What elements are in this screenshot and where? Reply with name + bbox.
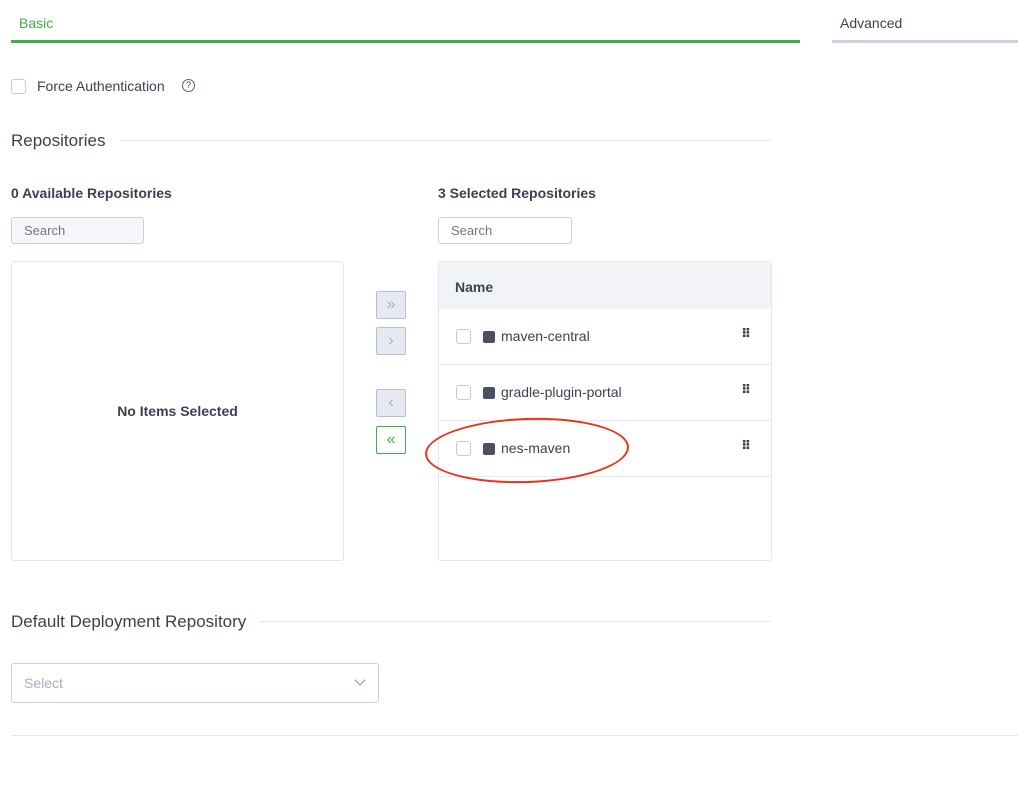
divider [11,735,1018,736]
help-circle-icon[interactable]: ? [182,79,195,92]
selected-list [438,261,772,561]
force-auth-label: Force Authentication [37,78,165,94]
chevron-left-icon: ‹ [388,394,394,411]
repo-name: maven-central [501,328,590,344]
repository-icon [483,331,495,343]
move-left-button[interactable]: ‹ [376,389,406,417]
select-placeholder: Select [24,675,63,691]
column-name: Name [455,279,494,295]
table-row[interactable]: gradle-plugin-portal ⠿ [439,365,771,421]
repositories-heading: Repositories [11,131,106,150]
empty-text: No Items Selected [117,403,238,419]
table-header [439,262,771,309]
row-checkbox[interactable] [456,441,471,456]
selected-title: 3 Selected Repositories [438,185,596,201]
chevrons-left-icon: « [386,431,396,448]
selected-search-input[interactable] [438,217,572,244]
divider [260,621,771,622]
chevron-right-icon: › [388,332,394,349]
row-checkbox[interactable] [456,329,471,344]
force-auth-checkbox[interactable] [11,79,26,94]
repo-name: gradle-plugin-portal [501,384,622,400]
tab-advanced[interactable]: Advanced [840,15,903,31]
available-list: No Items Selected [11,261,344,561]
drag-handle-icon[interactable]: ⠿ [741,326,751,341]
move-right-button[interactable]: › [376,327,406,355]
tab-basic-indicator [11,40,800,43]
repository-icon [483,443,495,455]
drag-handle-icon[interactable]: ⠿ [741,382,751,397]
drag-handle-icon[interactable]: ⠿ [741,438,751,453]
available-search-input[interactable] [11,217,144,244]
row-checkbox[interactable] [456,385,471,400]
repo-name: nes-maven [501,440,571,456]
table-row[interactable]: nes-maven ⠿ [439,421,771,477]
move-all-right-button[interactable]: » [376,291,406,319]
deployment-select[interactable]: Select [11,663,379,703]
tab-basic[interactable]: Basic [19,15,54,31]
divider [120,140,771,141]
tab-advanced-indicator [832,40,1018,43]
chevrons-right-icon: » [386,296,396,313]
repository-icon [483,387,495,399]
deployment-heading: Default Deployment Repository [11,612,247,631]
chevron-down-icon [354,674,366,686]
move-all-left-button[interactable]: « [376,426,406,454]
table-row[interactable]: maven-central ⠿ [439,309,771,365]
available-title: 0 Available Repositories [11,185,172,201]
